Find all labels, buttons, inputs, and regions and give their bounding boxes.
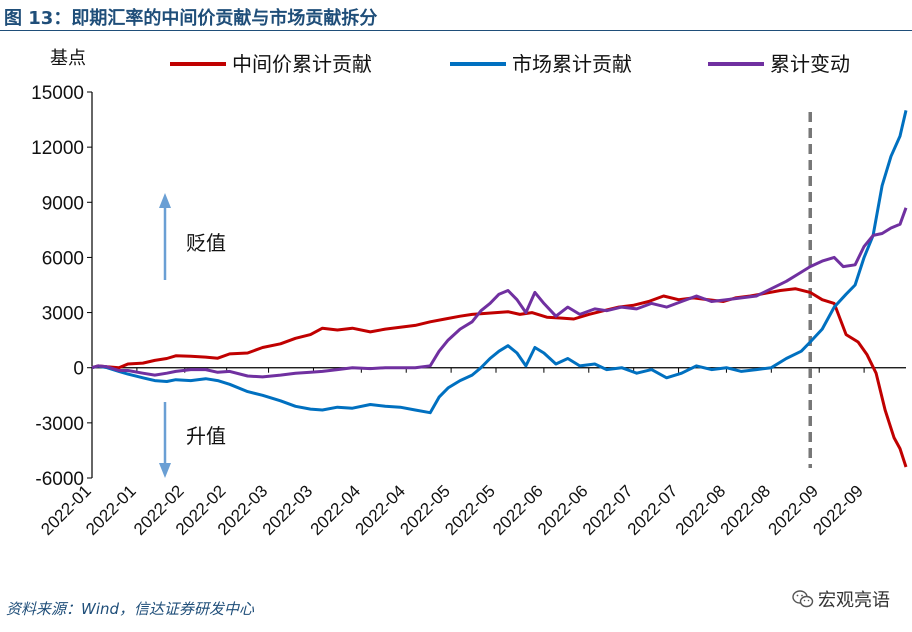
wechat-logo-icon (792, 590, 814, 608)
annotation-up-label: 贬值 (186, 231, 226, 255)
y-tick-label: 15000 (31, 83, 84, 104)
y-tick-label: -3000 (35, 414, 84, 435)
chart-svg: -6000 -3000 0 3000 6000 9000 12000 15000 基点 贬值升值… (31, 48, 908, 539)
x-tick-label: 2022-08 (717, 481, 775, 539)
watermark-text: 宏观亮语 (818, 590, 890, 611)
legend-label-3: 累计变动 (770, 52, 850, 76)
chart-series (91, 110, 908, 468)
x-tick-label: 2022-09 (809, 481, 867, 539)
arrow-down-icon (159, 463, 171, 478)
x-axis-labels: 2022-012022-012022-022022-022022-032022-… (37, 481, 867, 539)
chart-legend: 中间价累计贡献 市场累计贡献 累计变动 (170, 52, 850, 76)
page-title: 图 13：即期汇率的中间价贡献与市场贡献拆分 (4, 8, 378, 29)
legend-label-2: 市场累计贡献 (512, 52, 632, 76)
x-tick-label: 2022-01 (82, 481, 140, 539)
x-tick-label: 2022-03 (259, 481, 317, 539)
watermark: 宏观亮语 (792, 586, 890, 612)
series-line-3 (91, 207, 908, 379)
y-tick-label: -6000 (35, 469, 84, 490)
y-tick-label: 0 (73, 359, 84, 380)
arrow-up-icon (159, 193, 171, 208)
legend-label-1: 中间价累计贡献 (232, 52, 372, 76)
chart-axes: -6000 -3000 0 3000 6000 9000 12000 15000 基点 (31, 48, 906, 490)
series-line-2 (91, 110, 908, 415)
series-line-1 (91, 287, 908, 468)
y-tick-label: 6000 (42, 248, 84, 269)
x-tick-label: 2022-07 (624, 481, 682, 539)
y-tick-label: 12000 (31, 138, 84, 159)
source-note: 资料来源：Wind，信达证券研发中心 (6, 600, 255, 618)
y-tick-label: 9000 (42, 193, 84, 214)
x-tick-label: 2022-05 (441, 481, 499, 539)
title-divider (0, 30, 912, 31)
annotation-down-label: 升值 (186, 424, 226, 448)
y-unit-label: 基点 (50, 48, 86, 69)
y-tick-label: 3000 (42, 304, 84, 325)
